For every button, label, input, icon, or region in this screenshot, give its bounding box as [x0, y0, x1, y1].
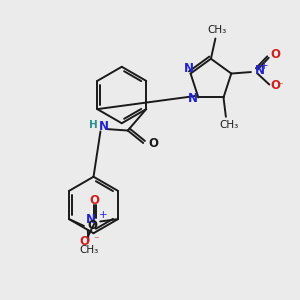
Text: CH₃: CH₃: [207, 25, 226, 35]
Text: N: N: [86, 214, 96, 226]
Text: O: O: [79, 235, 89, 248]
Text: O: O: [270, 48, 280, 61]
Text: O: O: [271, 79, 281, 92]
Text: O: O: [148, 136, 158, 149]
Text: O: O: [90, 194, 100, 208]
Text: ⁻: ⁻: [277, 81, 283, 91]
Text: N: N: [98, 120, 108, 133]
Text: CH₃: CH₃: [80, 245, 99, 255]
Text: +: +: [99, 210, 108, 220]
Text: N: N: [184, 62, 194, 75]
Text: N: N: [188, 92, 198, 106]
Text: CH₃: CH₃: [220, 120, 239, 130]
Text: ⁻: ⁻: [93, 235, 99, 245]
Text: +: +: [260, 61, 268, 70]
Text: H: H: [89, 120, 98, 130]
Text: N: N: [255, 64, 265, 77]
Text: O: O: [87, 219, 97, 232]
